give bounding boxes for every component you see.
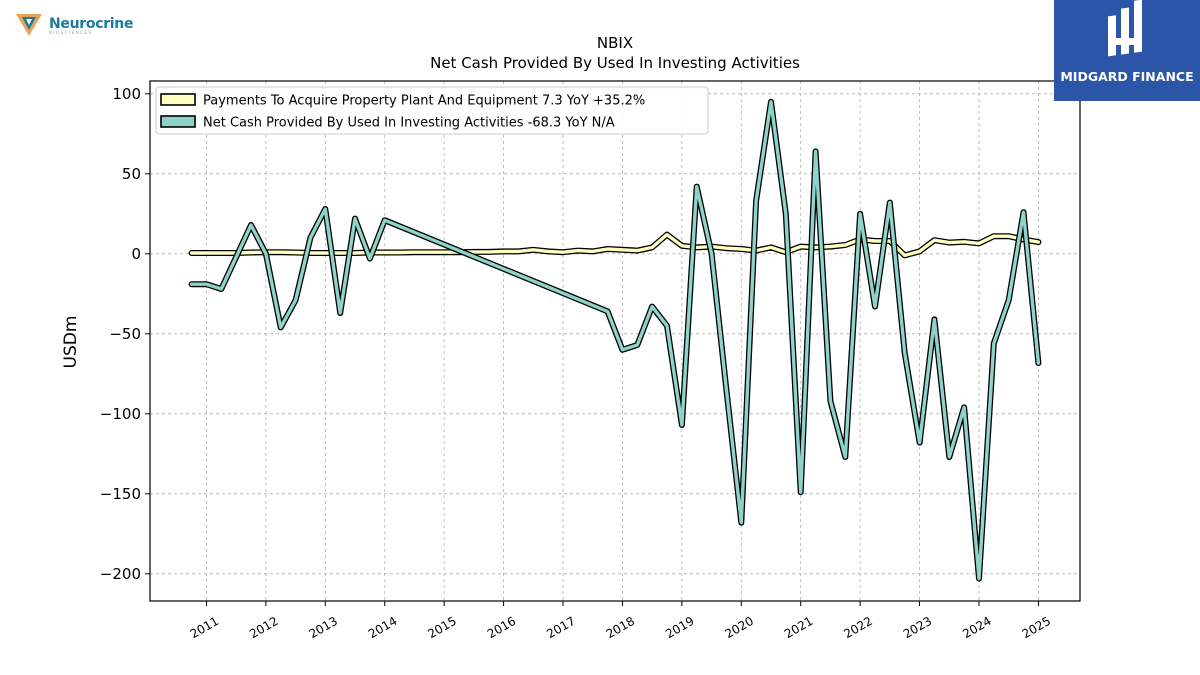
x-tick-label: 2012 — [247, 614, 280, 641]
neurocrine-subtitle: BIOSCIENCES — [49, 29, 93, 35]
x-tick-label: 2015 — [425, 614, 458, 641]
x-tick-label: 2020 — [723, 614, 756, 641]
axes: 100 50 0 −50 −100 −150 −200 2011 2012 2013 2014 201… — [100, 85, 1053, 641]
plot-frame — [149, 80, 1081, 602]
series-outline-1 — [188, 98, 1042, 582]
legend-label-ppe: Payments To Acquire Property Plant And E… — [203, 94, 645, 109]
x-tick-label: 2017 — [544, 614, 577, 641]
y-tick-label: 100 — [112, 85, 141, 103]
x-tick-label: 2019 — [663, 614, 696, 641]
midgard-finance-name: MIDGARD FINANCE — [1060, 69, 1194, 84]
series-lines — [188, 98, 1042, 582]
grid — [150, 81, 1080, 601]
x-tick-label: 2013 — [307, 614, 340, 641]
x-tick-label: 2021 — [782, 614, 815, 641]
x-tick-label: 2018 — [604, 614, 637, 641]
y-tick-label: −50 — [109, 325, 141, 343]
x-tick-label: 2014 — [366, 614, 399, 641]
series-line-1 — [189, 100, 1041, 581]
x-tick-label: 2022 — [841, 614, 874, 641]
midgard-mark-icon — [1108, 0, 1142, 57]
neurocrine-mark-icon — [16, 14, 42, 36]
x-tick-label: 2011 — [188, 614, 221, 641]
y-tick-label: −200 — [100, 565, 141, 583]
x-tick-label: 2016 — [485, 614, 518, 641]
chart-subtitle: Net Cash Provided By Used In Investing A… — [430, 54, 800, 72]
y-axis-label: USDm — [61, 316, 81, 369]
y-tick-label: 50 — [122, 165, 141, 183]
neurocrine-logo: Neurocrine BIOSCIENCES — [14, 12, 133, 38]
neurocrine-name: Neurocrine — [49, 15, 134, 32]
legend: Payments To Acquire Property Plant And E… — [155, 86, 709, 135]
legend-swatch-ppe — [160, 93, 196, 106]
legend-swatch-investing — [160, 115, 196, 128]
chart-title: NBIX — [597, 34, 633, 52]
y-tick-label: 0 — [131, 245, 141, 263]
x-tick-label: 2024 — [960, 614, 993, 641]
y-tick-label: −150 — [100, 485, 141, 503]
midgard-finance-logo: MIDGARD FINANCE — [1054, 0, 1200, 101]
legend-box — [155, 86, 709, 135]
legend-label-investing: Net Cash Provided By Used In Investing A… — [203, 116, 615, 131]
x-tick-label: 2023 — [901, 614, 934, 641]
x-tick-label: 2025 — [1020, 614, 1053, 641]
y-tick-label: −100 — [100, 405, 141, 423]
